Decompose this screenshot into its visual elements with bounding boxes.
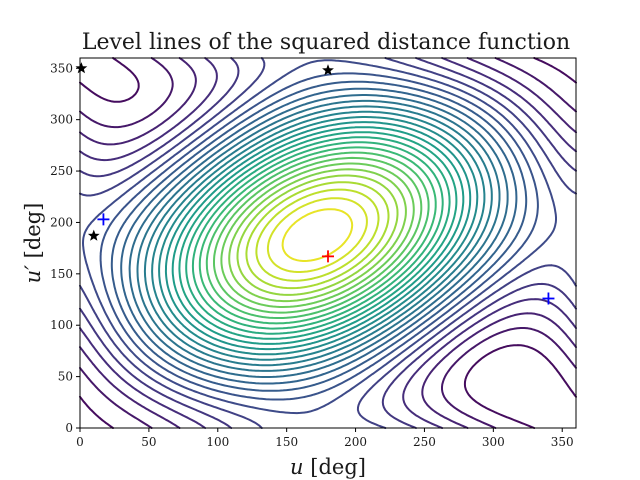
critical-point-markers xyxy=(75,62,555,305)
contour-level-line xyxy=(136,99,501,372)
contour-level-line xyxy=(82,59,557,415)
minimum-marker xyxy=(97,213,110,226)
x-axis-label: u [deg] xyxy=(290,455,366,479)
saddle-star-marker xyxy=(75,62,88,74)
contour-level-line xyxy=(151,110,486,361)
contour-level-line xyxy=(281,208,354,262)
contour-level-line xyxy=(110,80,528,392)
saddle-star-marker xyxy=(87,229,100,241)
plot-frame xyxy=(79,57,577,429)
y-axis-label: u′ [deg] xyxy=(21,203,45,284)
contour-level-line xyxy=(143,105,493,367)
x-tick-label: 250 xyxy=(413,435,436,449)
x-tick-label: 200 xyxy=(344,435,367,449)
contour-level-line xyxy=(191,141,444,330)
maximum-marker xyxy=(322,250,334,263)
x-axis-ticks: 0 50 100 150 200 250 300 350 xyxy=(76,428,574,449)
minimum-marker xyxy=(542,292,555,305)
y-tick-label: 50 xyxy=(58,370,73,384)
contour-level-line xyxy=(228,168,407,303)
contour-level-line xyxy=(99,72,539,401)
contour-level-line xyxy=(79,57,577,429)
contour-level-line xyxy=(79,57,577,429)
x-axis-symbol: u xyxy=(290,455,304,479)
x-tick-label: 350 xyxy=(551,435,574,449)
y-axis-unit: [deg] xyxy=(21,203,45,265)
contour-level-line xyxy=(128,94,509,378)
contour-level-line xyxy=(255,188,380,282)
contour-lines xyxy=(79,57,577,429)
x-tick-label: 150 xyxy=(275,435,298,449)
y-tick-label: 300 xyxy=(50,113,73,127)
x-tick-label: 300 xyxy=(482,435,505,449)
y-tick-label: 200 xyxy=(50,215,73,229)
contour-level-line xyxy=(213,156,423,314)
y-axis-symbol: u′ xyxy=(21,265,45,284)
contour-level-line xyxy=(79,57,577,429)
saddle-star-marker xyxy=(322,64,334,76)
contour-level-line xyxy=(185,136,451,335)
contour-level-line xyxy=(120,87,518,385)
x-tick-label: 0 xyxy=(76,435,84,449)
y-tick-label: 350 xyxy=(50,61,73,75)
contour-level-line xyxy=(245,181,390,290)
x-tick-label: 100 xyxy=(206,435,229,449)
contour-level-line xyxy=(205,151,430,319)
y-axis-ticks: 0 50 100 150 200 250 300 350 xyxy=(50,61,80,435)
contour-level-line xyxy=(158,116,479,356)
chart-title: Level lines of the squared distance func… xyxy=(82,30,570,55)
y-tick-label: 250 xyxy=(50,164,73,178)
contour-level-line xyxy=(178,131,458,340)
x-tick-label: 50 xyxy=(141,435,156,449)
contour-level-line xyxy=(266,197,368,273)
y-tick-label: 0 xyxy=(65,421,73,435)
x-axis-unit: [deg] xyxy=(304,455,366,479)
contour-level-line xyxy=(171,126,465,345)
contour-level-line xyxy=(164,121,472,351)
contour-level-line xyxy=(236,174,399,296)
y-tick-label: 150 xyxy=(50,267,73,281)
y-tick-label: 100 xyxy=(50,318,73,332)
contour-level-line xyxy=(198,146,437,325)
contour-level-line xyxy=(79,57,577,429)
contour-level-line xyxy=(79,57,577,429)
contour-level-line xyxy=(79,57,577,429)
contour-level-line xyxy=(220,162,415,308)
